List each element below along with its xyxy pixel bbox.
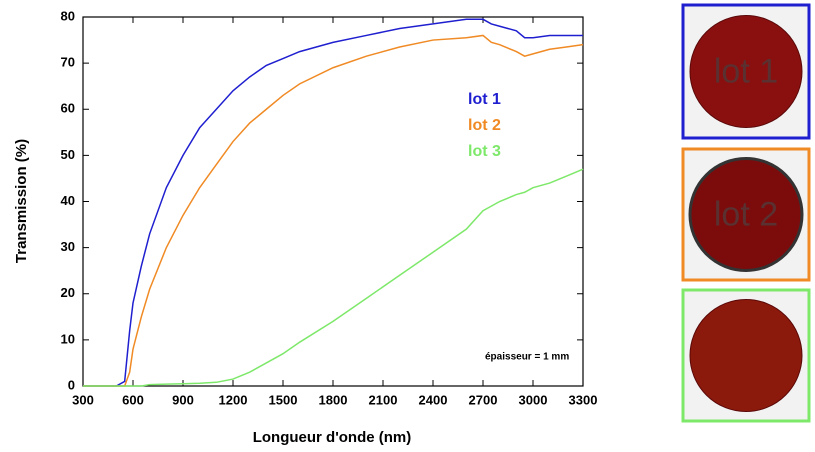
series-line <box>83 34 584 387</box>
y-tick-label: 50 <box>61 147 75 162</box>
y-tick-label: 30 <box>61 239 75 254</box>
x-tick-label: 3000 <box>519 392 548 407</box>
x-axis-label: Longueur d'onde (nm) <box>253 429 412 446</box>
x-tick-label: 2700 <box>469 392 498 407</box>
sample-label: lot 2 <box>714 195 778 233</box>
x-tick-label: 600 <box>122 392 144 407</box>
y-tick-label: 10 <box>61 331 75 346</box>
y-tick-label: 0 <box>68 377 75 392</box>
x-tick-label: 1200 <box>219 392 248 407</box>
y-axis-label: Transmission (%) <box>13 139 30 263</box>
x-tick-label: 2400 <box>419 392 448 407</box>
legend-entry: lot 2 <box>468 117 501 134</box>
y-tick-label: 80 <box>61 8 75 23</box>
plot-frame <box>82 16 584 387</box>
series-line <box>83 168 584 387</box>
x-tick-label: 2100 <box>369 392 398 407</box>
y-tick-label: 20 <box>61 285 75 300</box>
legend-entry: lot 1 <box>468 91 501 108</box>
sample-photos: lot 1 lot 2 <box>681 3 811 423</box>
sample-disc <box>689 299 803 412</box>
sample-label: lot 1 <box>714 52 778 90</box>
x-tick-label: 900 <box>172 392 194 407</box>
x-tick-label: 1800 <box>319 392 348 407</box>
x-tick-label: 3300 <box>569 392 598 407</box>
annotation: épaisseur = 1 mm <box>485 352 569 363</box>
legend-entry: lot 3 <box>468 143 501 160</box>
series-line <box>83 18 583 387</box>
sample-disc <box>689 15 803 128</box>
y-tick-label: 40 <box>61 193 75 208</box>
sample-disc <box>688 157 804 272</box>
x-tick-label: 1500 <box>269 392 298 407</box>
y-tick-label: 70 <box>61 55 75 70</box>
y-tick-label: 60 <box>61 101 75 116</box>
x-tick-label: 300 <box>72 392 94 407</box>
